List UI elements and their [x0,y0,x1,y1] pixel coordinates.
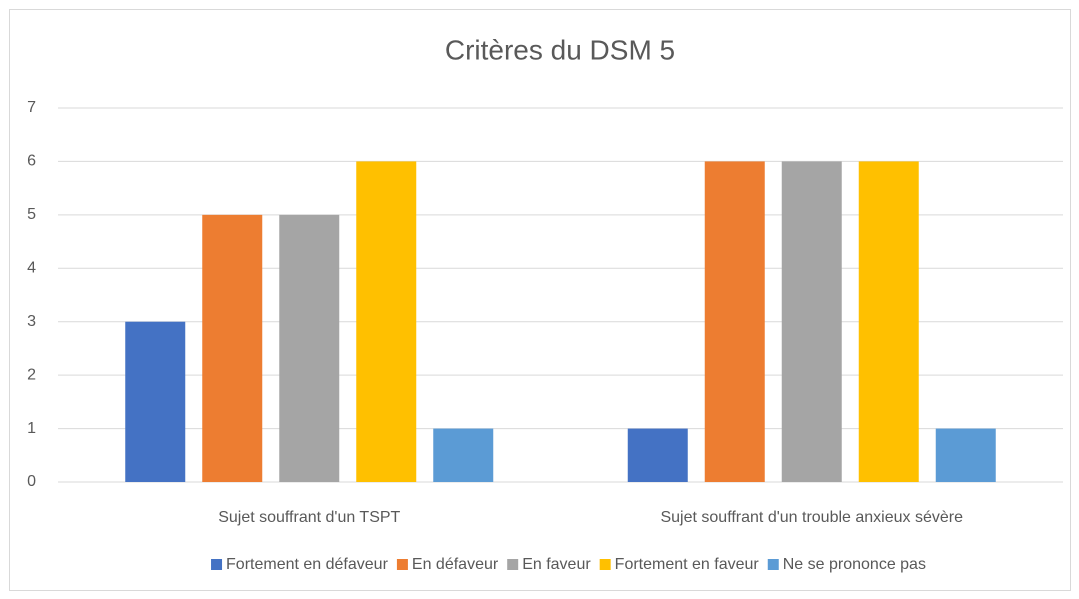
y-tick-label: 0 [27,473,36,490]
bar [202,214,263,482]
x-tick-label: Sujet souffrant d'un TSPT [218,509,400,526]
y-tick-label: 1 [27,420,36,437]
bar [858,161,919,482]
y-tick-label: 2 [27,366,36,383]
legend-swatch [767,559,779,570]
y-tick-label: 4 [27,260,36,277]
legend-swatch [599,559,611,570]
y-tick-label: 7 [27,99,36,116]
legend-swatch [507,559,519,570]
x-tick-label: Sujet souffrant d'un trouble anxieux sév… [660,509,963,526]
chart-title: Critères du DSM 5 [445,34,675,65]
bar [433,428,494,482]
legend-label: En faveur [522,556,591,573]
legend-label: Fortement en défaveur [226,556,389,573]
y-tick-label: 6 [27,153,36,170]
bar [125,321,186,482]
bar [704,161,765,482]
bar [781,161,842,482]
legend-swatch [396,559,408,570]
y-tick-label: 3 [27,313,36,330]
bar [935,428,996,482]
bar [279,214,340,482]
legend-label: En défaveur [412,556,499,573]
legend-label: Ne se prononce pas [783,556,926,573]
bar [627,428,688,482]
bar [356,161,417,482]
legend-swatch [211,559,223,570]
legend-label: Fortement en faveur [615,556,760,573]
y-tick-label: 5 [27,206,36,223]
